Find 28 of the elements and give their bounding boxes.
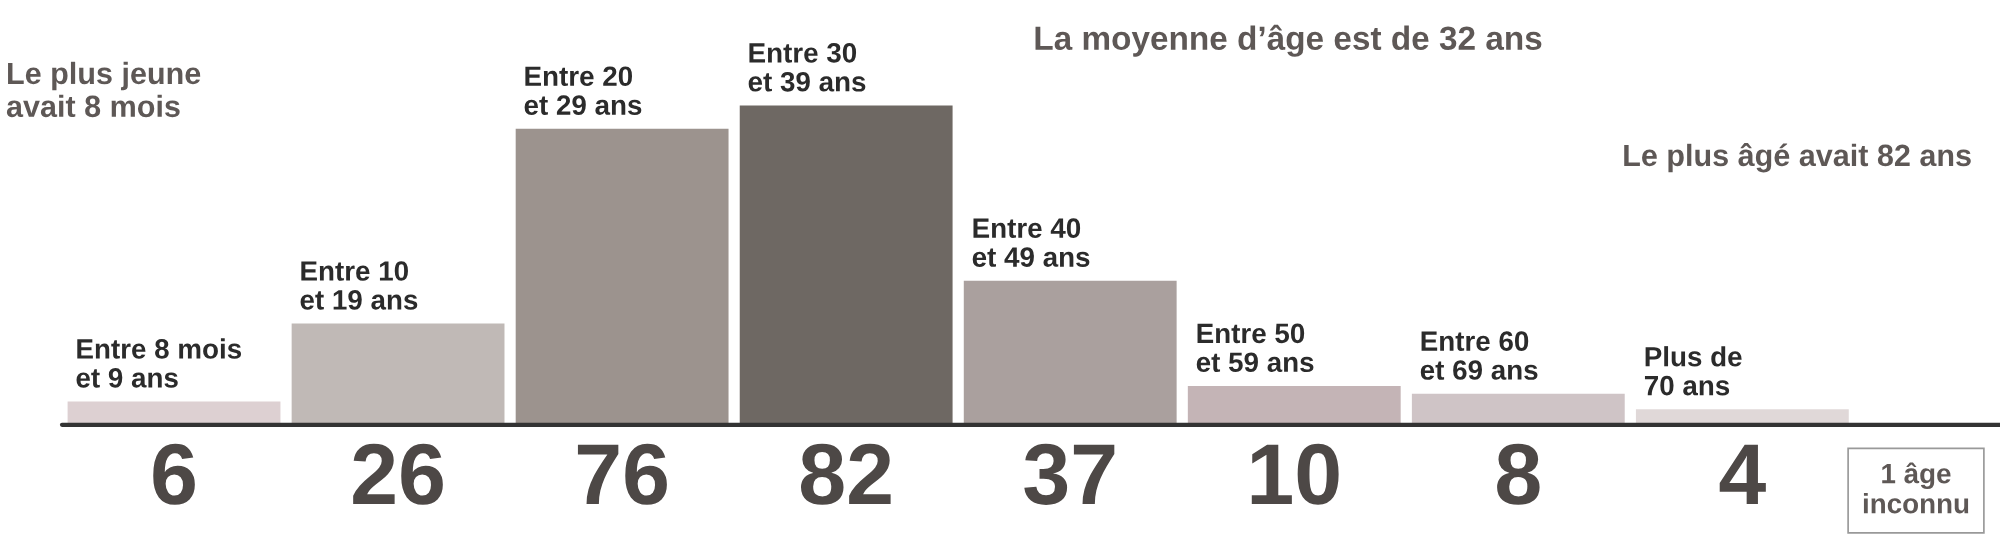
data-label: 82 xyxy=(801,443,891,505)
text: La moyenne d’âge est de 32 ans xyxy=(1035,24,1542,57)
x-tick-label: Entre 30 et 39 ans xyxy=(748,43,866,92)
data-label: 4 xyxy=(1719,444,1766,504)
x-tick-label: Entre 20 et 29 ans xyxy=(524,66,642,115)
bar xyxy=(515,128,729,425)
annotation: Le plus jeune avait 8 mois xyxy=(6,61,201,118)
data-label: 6 xyxy=(153,443,195,505)
x-tick-label: Entre 8 mois et 9 ans xyxy=(76,338,242,388)
bar xyxy=(1187,385,1401,425)
annotation: Le plus âgé avait 82 ans xyxy=(1624,143,1971,173)
bar xyxy=(67,401,281,425)
bar xyxy=(739,105,953,425)
bar xyxy=(1635,409,1849,425)
x-tick-label: Plus de 70 ans xyxy=(1644,346,1742,396)
data-label: 76 xyxy=(577,443,667,505)
text: 1 âge inconnu xyxy=(1863,462,1969,514)
data-label: 8 xyxy=(1497,443,1540,505)
x-tick-label: Entre 40 et 49 ans xyxy=(972,218,1090,267)
bar xyxy=(1411,393,1625,425)
x-tick-label: Entre 50 et 59 ans xyxy=(1196,323,1314,373)
data-label: 10 xyxy=(1251,443,1339,505)
bar xyxy=(291,323,505,425)
x-tick-label: Entre 60 et 69 ans xyxy=(1420,331,1538,380)
bar xyxy=(963,280,1177,425)
x-tick-label: Entre 10 et 19 ans xyxy=(300,261,418,310)
data-label: 26 xyxy=(353,443,443,505)
data-label: 37 xyxy=(1024,443,1115,505)
